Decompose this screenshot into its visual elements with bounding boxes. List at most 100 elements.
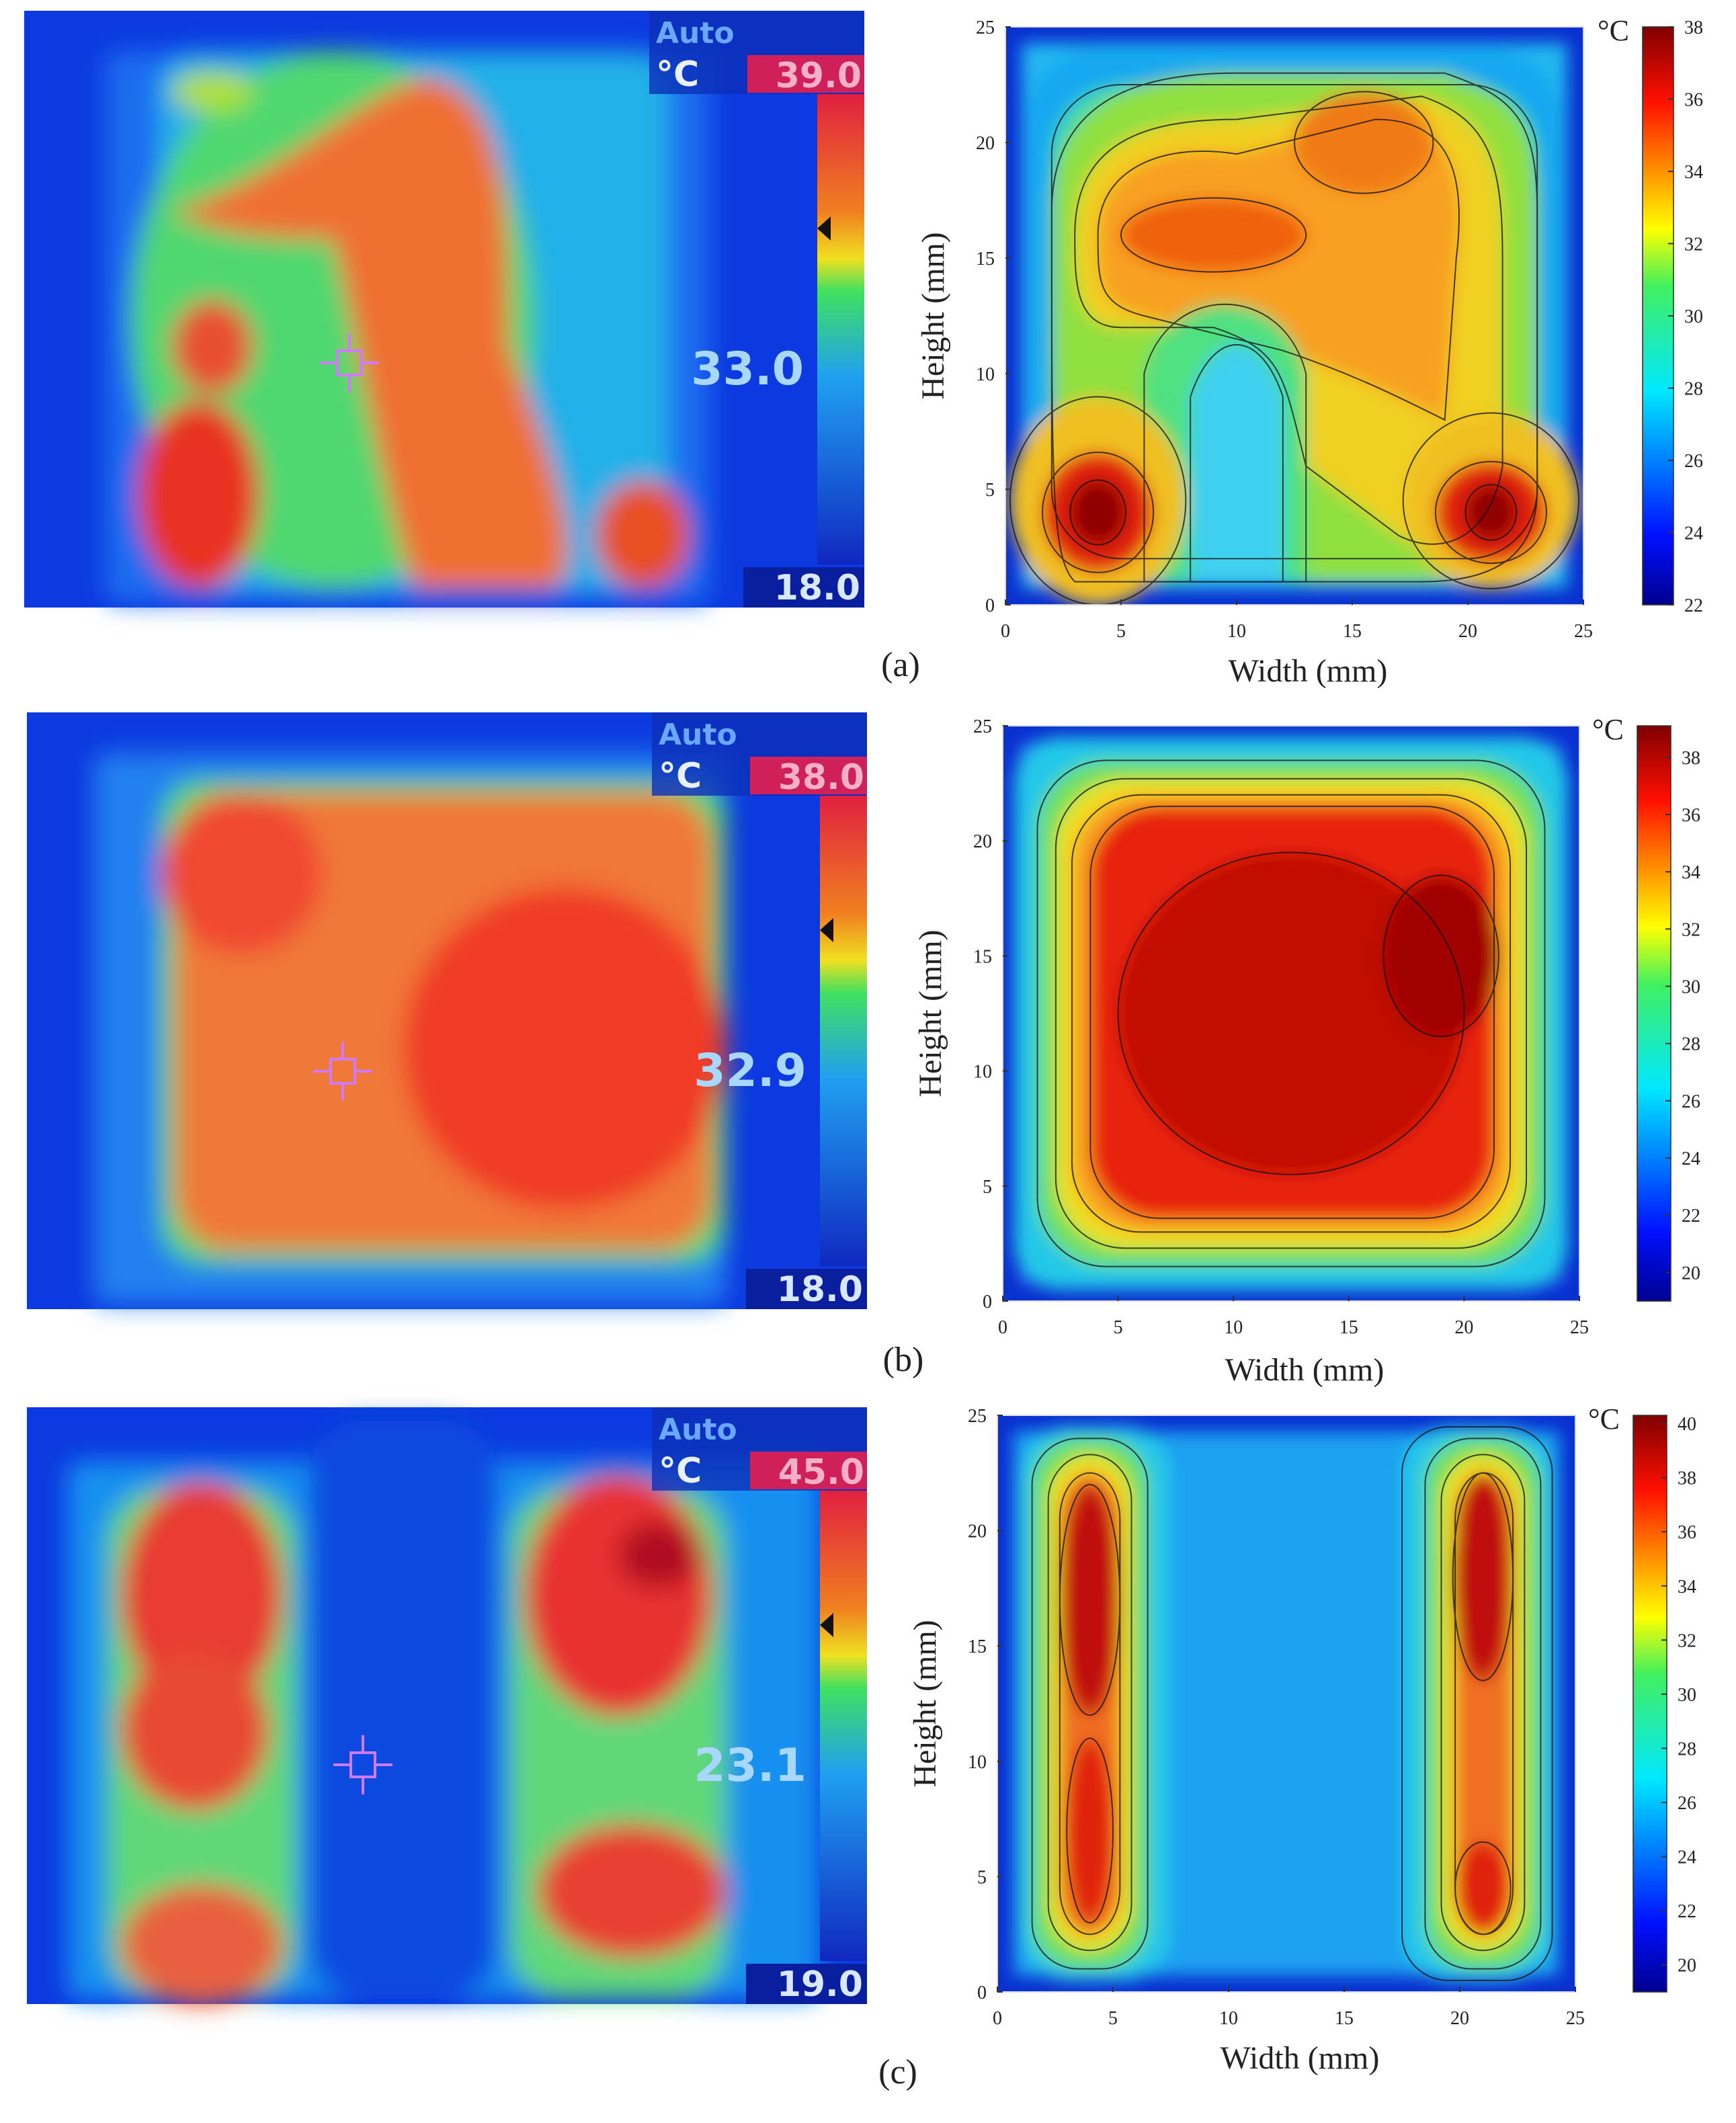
x-axis-label: Width (mm) xyxy=(1221,2040,1380,2076)
x-tick-label: 10 xyxy=(1227,621,1246,642)
contour-line xyxy=(1120,197,1307,273)
field-region xyxy=(1059,1484,1120,1716)
thermal-image: Auto °C 38.0 32.9 18.0 xyxy=(27,712,867,1310)
colorbar-tick-label: 34 xyxy=(1682,862,1700,883)
colorbar-tick-label: 38 xyxy=(1678,1468,1696,1489)
field-region xyxy=(1118,852,1464,1175)
colorbar-tick-label: 28 xyxy=(1682,1034,1700,1055)
contour-chart: 0 5 10 15 20 25 0 5 10 15 20 25 Width (mm) Height (mm… xyxy=(883,713,1700,1388)
contour-line xyxy=(1382,874,1499,1038)
thermal-image: Auto °C 45.0 23.1 19.0 xyxy=(27,1407,867,2005)
x-tick-label: 15 xyxy=(1343,621,1362,642)
crosshair xyxy=(333,1735,392,1794)
field-region xyxy=(1121,198,1307,272)
contour-line xyxy=(1050,72,1538,583)
colorbar-tick-label: 20 xyxy=(1682,1263,1700,1284)
panel-label: (b) xyxy=(883,1341,924,1379)
x-tick-label: 20 xyxy=(1458,621,1477,642)
colorbar-tick-label: 36 xyxy=(1684,90,1703,111)
scale-strip xyxy=(817,94,864,565)
colorbar-tick-label: 34 xyxy=(1678,1577,1696,1597)
hot-area xyxy=(172,300,253,394)
unit-label: °C xyxy=(659,756,702,796)
unit-label: °C xyxy=(656,54,699,95)
y-tick-label: 20 xyxy=(973,831,992,852)
contour-lines xyxy=(1031,1426,1553,1981)
y-tick-label: 5 xyxy=(985,480,995,501)
y-tick-label: 10 xyxy=(973,1062,992,1083)
min-box xyxy=(743,567,864,608)
x-tick-label: 0 xyxy=(1001,621,1010,642)
colorbar-tick-label: 20 xyxy=(1678,1956,1696,1976)
y-tick-label: 5 xyxy=(983,1177,992,1198)
panel-label: (a) xyxy=(881,646,920,684)
max-box xyxy=(750,757,867,794)
colorbar-tick-label: 36 xyxy=(1678,1522,1696,1543)
mode-label: Auto xyxy=(656,16,735,50)
colorbar-label: °C xyxy=(1588,1403,1620,1435)
hot-area xyxy=(121,1649,269,1810)
colorbar-tick-label: 34 xyxy=(1684,162,1703,183)
field-region xyxy=(1098,119,1460,420)
colorbar-tick-label: 30 xyxy=(1684,306,1703,327)
colorbar-tick-label: 30 xyxy=(1678,1685,1696,1706)
colorbar-tick-label: 38 xyxy=(1684,17,1703,38)
mode-label: Auto xyxy=(659,1413,737,1447)
scale-strip xyxy=(820,796,867,1266)
contour-line xyxy=(1097,118,1460,421)
min-label: 18.0 xyxy=(774,568,860,608)
field-fill xyxy=(1014,737,1568,1290)
scale-pointer xyxy=(817,216,831,241)
colorbar-tick-label: 32 xyxy=(1682,919,1700,940)
x-tick-label: 10 xyxy=(1224,1317,1243,1338)
colorbar-label: °C xyxy=(1592,713,1624,746)
colorbar-label: °C xyxy=(1598,14,1629,47)
min-box xyxy=(746,1269,867,1309)
x-tick-label: 25 xyxy=(1574,621,1593,642)
contour-line xyxy=(1071,794,1512,1233)
field-region xyxy=(1294,91,1434,194)
hot-area xyxy=(121,1884,282,2005)
crosshair xyxy=(320,333,379,392)
x-tick-label: 25 xyxy=(1566,2008,1585,2029)
y-tick-label: 0 xyxy=(983,1292,992,1313)
x-tick-label: 0 xyxy=(998,1317,1007,1338)
contour-field xyxy=(1005,27,1583,605)
contour-field xyxy=(997,1415,1575,1992)
colorbar-tick-label: 22 xyxy=(1684,595,1703,616)
hot-area xyxy=(595,481,690,589)
y-tick-label: 25 xyxy=(976,17,995,38)
max-box xyxy=(750,1452,867,1489)
axes-frame xyxy=(1005,26,1584,606)
x-tick-label: 20 xyxy=(1450,2008,1469,2029)
y-axis-label: Height (mm) xyxy=(913,929,948,1097)
hot-area xyxy=(538,1824,726,1958)
hot-area xyxy=(138,401,259,589)
y-tick-label: 20 xyxy=(968,1522,987,1542)
colorbar-tick-label: 38 xyxy=(1682,748,1700,769)
contour-lines xyxy=(1036,759,1546,1267)
contour-line xyxy=(1440,1454,1526,1952)
scale-pointer xyxy=(820,1613,833,1637)
crosshair xyxy=(313,1042,372,1101)
contour-line xyxy=(1424,1438,1542,1970)
min-box xyxy=(746,1964,867,2004)
field-region xyxy=(1067,1738,1113,1923)
contour-line xyxy=(1066,1737,1114,1924)
contour-chart: 0 5 10 15 20 25 0 5 10 15 20 25 Width (mm) Height (mm… xyxy=(881,14,1703,689)
y-tick-label: 10 xyxy=(976,364,995,385)
contour-line xyxy=(1042,451,1155,573)
hot-area xyxy=(121,1481,282,1710)
contour-line xyxy=(1294,91,1434,194)
hot-area xyxy=(172,78,568,589)
colorbar-tick-label: 24 xyxy=(1684,524,1703,544)
colorbar xyxy=(1637,725,1671,1302)
colorbar-tick-label: 26 xyxy=(1678,1793,1696,1814)
y-tick-label: 20 xyxy=(976,133,995,154)
contour-line xyxy=(1190,344,1284,583)
min-label: 18.0 xyxy=(777,1269,863,1310)
thermal-field xyxy=(94,753,726,1304)
colorbar-tick-label: 28 xyxy=(1678,1739,1696,1759)
contour-line xyxy=(1117,851,1465,1175)
field-region xyxy=(1465,485,1517,540)
